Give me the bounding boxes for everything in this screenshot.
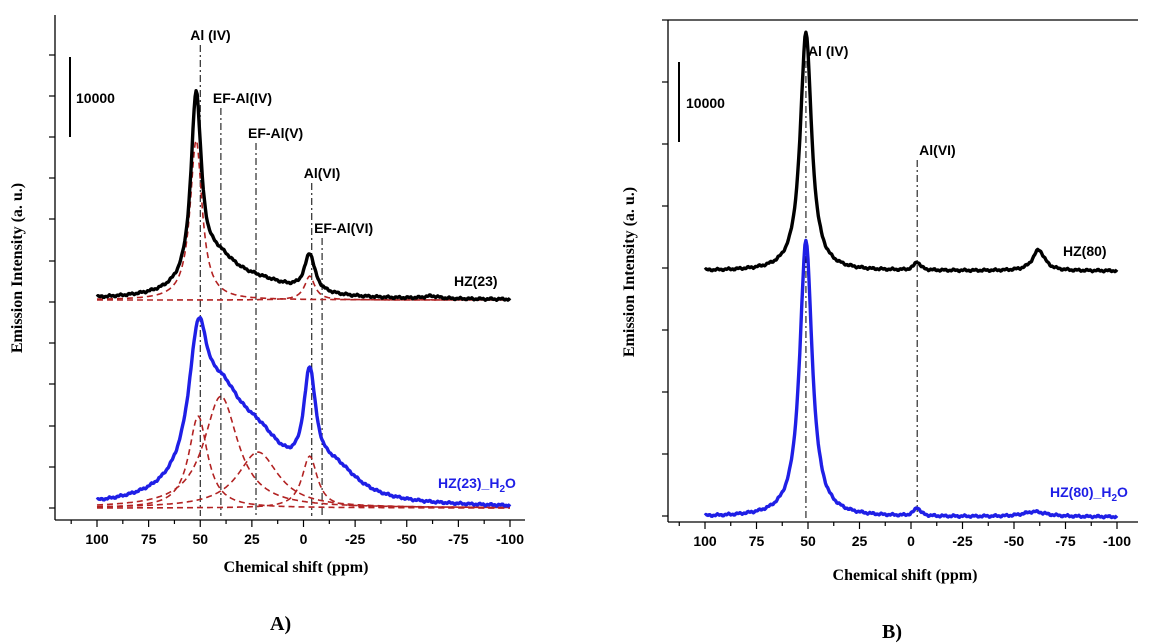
panel-a-x-ticks: 100 75 50 25 0 -25 -50 -75 -100: [70, 520, 524, 547]
panel-a-annotations: Al (IV) EF-Al(IV) EF-Al(V) Al(VI) EF-Al(VI): [190, 27, 373, 236]
panel-a-y-ticks: [49, 54, 55, 509]
panel-a-series-label-main: HZ(23)_H: [438, 475, 499, 491]
panel-a-scale-bar-label: 10000: [76, 90, 115, 106]
x-tick-label: 100: [693, 533, 717, 549]
panel-a-series-label-end: O: [505, 475, 516, 491]
panel-b-series-label-sub: 2: [1111, 493, 1117, 504]
x-tick-label: -100: [496, 531, 524, 547]
panel-a: 100 75 50 25 0 -25 -50 -75 -100 Al (IV) EF-Al(IV)…: [9, 15, 525, 635]
panel-a-series-label-hz23-h2o: HZ(23)_H2O: [438, 475, 516, 495]
panel-b-scale-bar-label: 10000: [686, 95, 725, 111]
x-tick-label: -50: [397, 531, 417, 547]
panel-b-guides: [805, 61, 918, 518]
panel-a-fit-components: [96, 137, 510, 509]
x-tick-label: -75: [1055, 533, 1075, 549]
panel-a-tag: A): [270, 613, 291, 635]
peak-annotation: Al (IV): [808, 43, 848, 59]
panel-b-series-label-hz80: HZ(80): [1063, 243, 1107, 259]
panel-b-y-axis-label: Emission Intensity (a. u.): [621, 187, 638, 357]
x-tick-label: -75: [448, 531, 468, 547]
fit-component-line: [96, 395, 510, 509]
series-line: [95, 315, 512, 508]
panel-b-series-label-end: O: [1117, 484, 1128, 500]
x-tick-label: -100: [1103, 533, 1131, 549]
x-tick-label: 50: [800, 533, 816, 549]
peak-annotation: EF-Al(V): [248, 125, 303, 141]
panel-b-series: [703, 30, 1119, 520]
panel-a-series-label-sub: 2: [499, 484, 505, 495]
fit-component-line: [97, 455, 510, 509]
x-tick-label: 100: [85, 531, 109, 547]
x-tick-label: -25: [952, 533, 972, 549]
series-line: [703, 30, 1119, 274]
panel-a-series: [95, 89, 512, 508]
panel-a-y-axis-label: Emission Intensity (a. u.): [9, 183, 26, 353]
panel-a-series-label-hz23: HZ(23): [454, 273, 498, 289]
x-tick-label: -25: [345, 531, 365, 547]
panel-a-guides: [199, 45, 323, 516]
fit-component-line: [97, 275, 510, 301]
panel-b-x-axis-label: Chemical shift (ppm): [833, 567, 978, 584]
panel-b-series-label-hz80-h2o: HZ(80)_H2O: [1050, 484, 1128, 504]
panel-b-series-label-main: HZ(80)_H: [1050, 484, 1111, 500]
x-tick-label: 0: [300, 531, 308, 547]
panel-a-x-axis-label: Chemical shift (ppm): [224, 559, 369, 576]
peak-annotation: EF-Al(VI): [314, 220, 373, 236]
x-tick-label: 50: [192, 531, 208, 547]
series-line: [95, 89, 512, 302]
fit-component-line: [96, 137, 510, 301]
series-line: [703, 238, 1119, 520]
panel-b: 100 75 50 25 0 -25 -50 -75 -100 Al (IV) Al(VI) 10…: [621, 19, 1138, 643]
peak-annotation: Al(VI): [304, 165, 341, 181]
x-tick-label: 25: [852, 533, 868, 549]
x-tick-label: 0: [907, 533, 915, 549]
panel-b-tag: B): [882, 621, 902, 643]
x-tick-label: 25: [244, 531, 260, 547]
peak-annotation: EF-Al(IV): [213, 90, 272, 106]
panel-b-x-ticks: 100 75 50 25 0 -25 -50 -75 -100: [678, 522, 1131, 549]
panel-b-annotations: Al (IV) Al(VI): [808, 43, 956, 158]
x-tick-label: -50: [1004, 533, 1024, 549]
panel-b-y-ticks: [662, 19, 668, 517]
x-tick-label: 75: [141, 531, 157, 547]
x-tick-label: 75: [749, 533, 765, 549]
fit-component-line: [96, 415, 510, 509]
peak-annotation: Al(VI): [919, 142, 956, 158]
peak-annotation: Al (IV): [190, 27, 230, 43]
